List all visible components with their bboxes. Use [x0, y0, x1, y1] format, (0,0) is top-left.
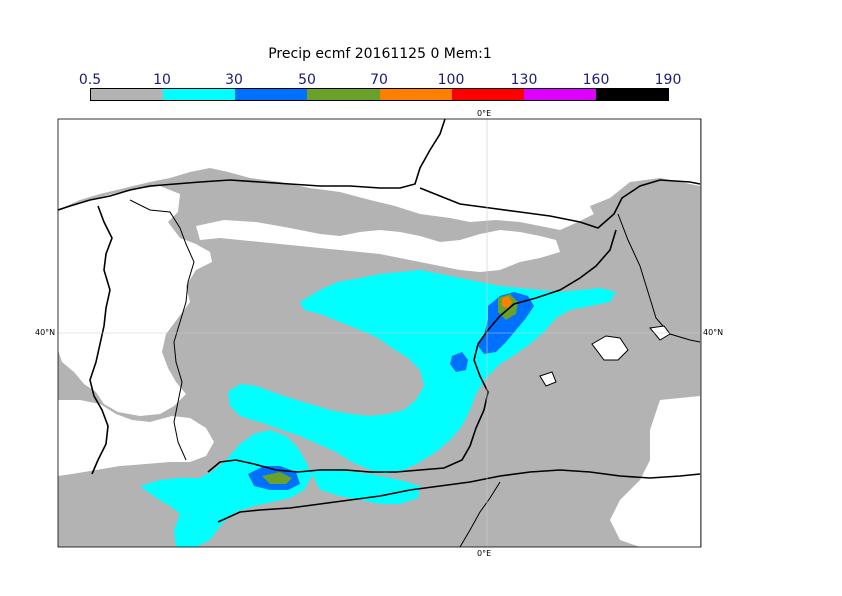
lat-label-right: 40°N [703, 328, 724, 337]
precip-30-small [450, 352, 468, 372]
precip-50-sw [262, 472, 292, 484]
legend-labels: 0.5 10 30 50 70 100 130 160 190 [0, 72, 842, 90]
island-mallorca [591, 335, 629, 361]
land-no-precip-north [58, 119, 700, 230]
coastline-west [89, 205, 113, 475]
legend-swatch [307, 89, 380, 100]
legend-label: 10 [153, 72, 171, 88]
legend-color-bar [90, 88, 669, 101]
precip-light-france [590, 184, 700, 320]
border-portugal [129, 199, 195, 461]
lon-label-top: 0°E [477, 109, 492, 118]
legend-swatch [163, 89, 236, 100]
legend-label: 0.5 [78, 72, 102, 88]
border-france-inner [617, 213, 701, 343]
legend-swatch [91, 89, 164, 100]
legend-label: 100 [437, 72, 465, 88]
legend-label: 160 [582, 72, 610, 88]
lon-label-bottom: 0°E [477, 549, 492, 558]
coastline-south-africa [217, 469, 701, 523]
map-title: Precip ecmf 20161125 0 Mem:1 [268, 46, 492, 62]
legend-swatch [595, 89, 668, 100]
legend-label: 70 [370, 72, 388, 88]
legend-label: 190 [654, 72, 682, 88]
border-pyrenees [419, 179, 701, 229]
precip-10-south [140, 430, 312, 547]
precip-10-south-small [310, 470, 420, 504]
legend-label: 30 [225, 72, 243, 88]
legend-label: 50 [298, 72, 316, 88]
island-ibiza [539, 371, 557, 387]
legend-swatch [523, 89, 596, 100]
legend-swatch [451, 89, 524, 100]
coastline-north [58, 119, 446, 211]
lat-label-left: 40°N [35, 328, 56, 337]
map-frame [57, 118, 702, 548]
legend-swatch [379, 89, 452, 100]
legend-swatch [235, 89, 308, 100]
precip-70-ebro [502, 296, 512, 308]
legend-label: 130 [510, 72, 538, 88]
border-morocco [459, 481, 501, 547]
coastline-east [207, 229, 617, 473]
land-no-precip-central-north [196, 220, 560, 272]
land-no-precip-southeast [610, 396, 700, 547]
precip-30-ebro [478, 292, 534, 354]
